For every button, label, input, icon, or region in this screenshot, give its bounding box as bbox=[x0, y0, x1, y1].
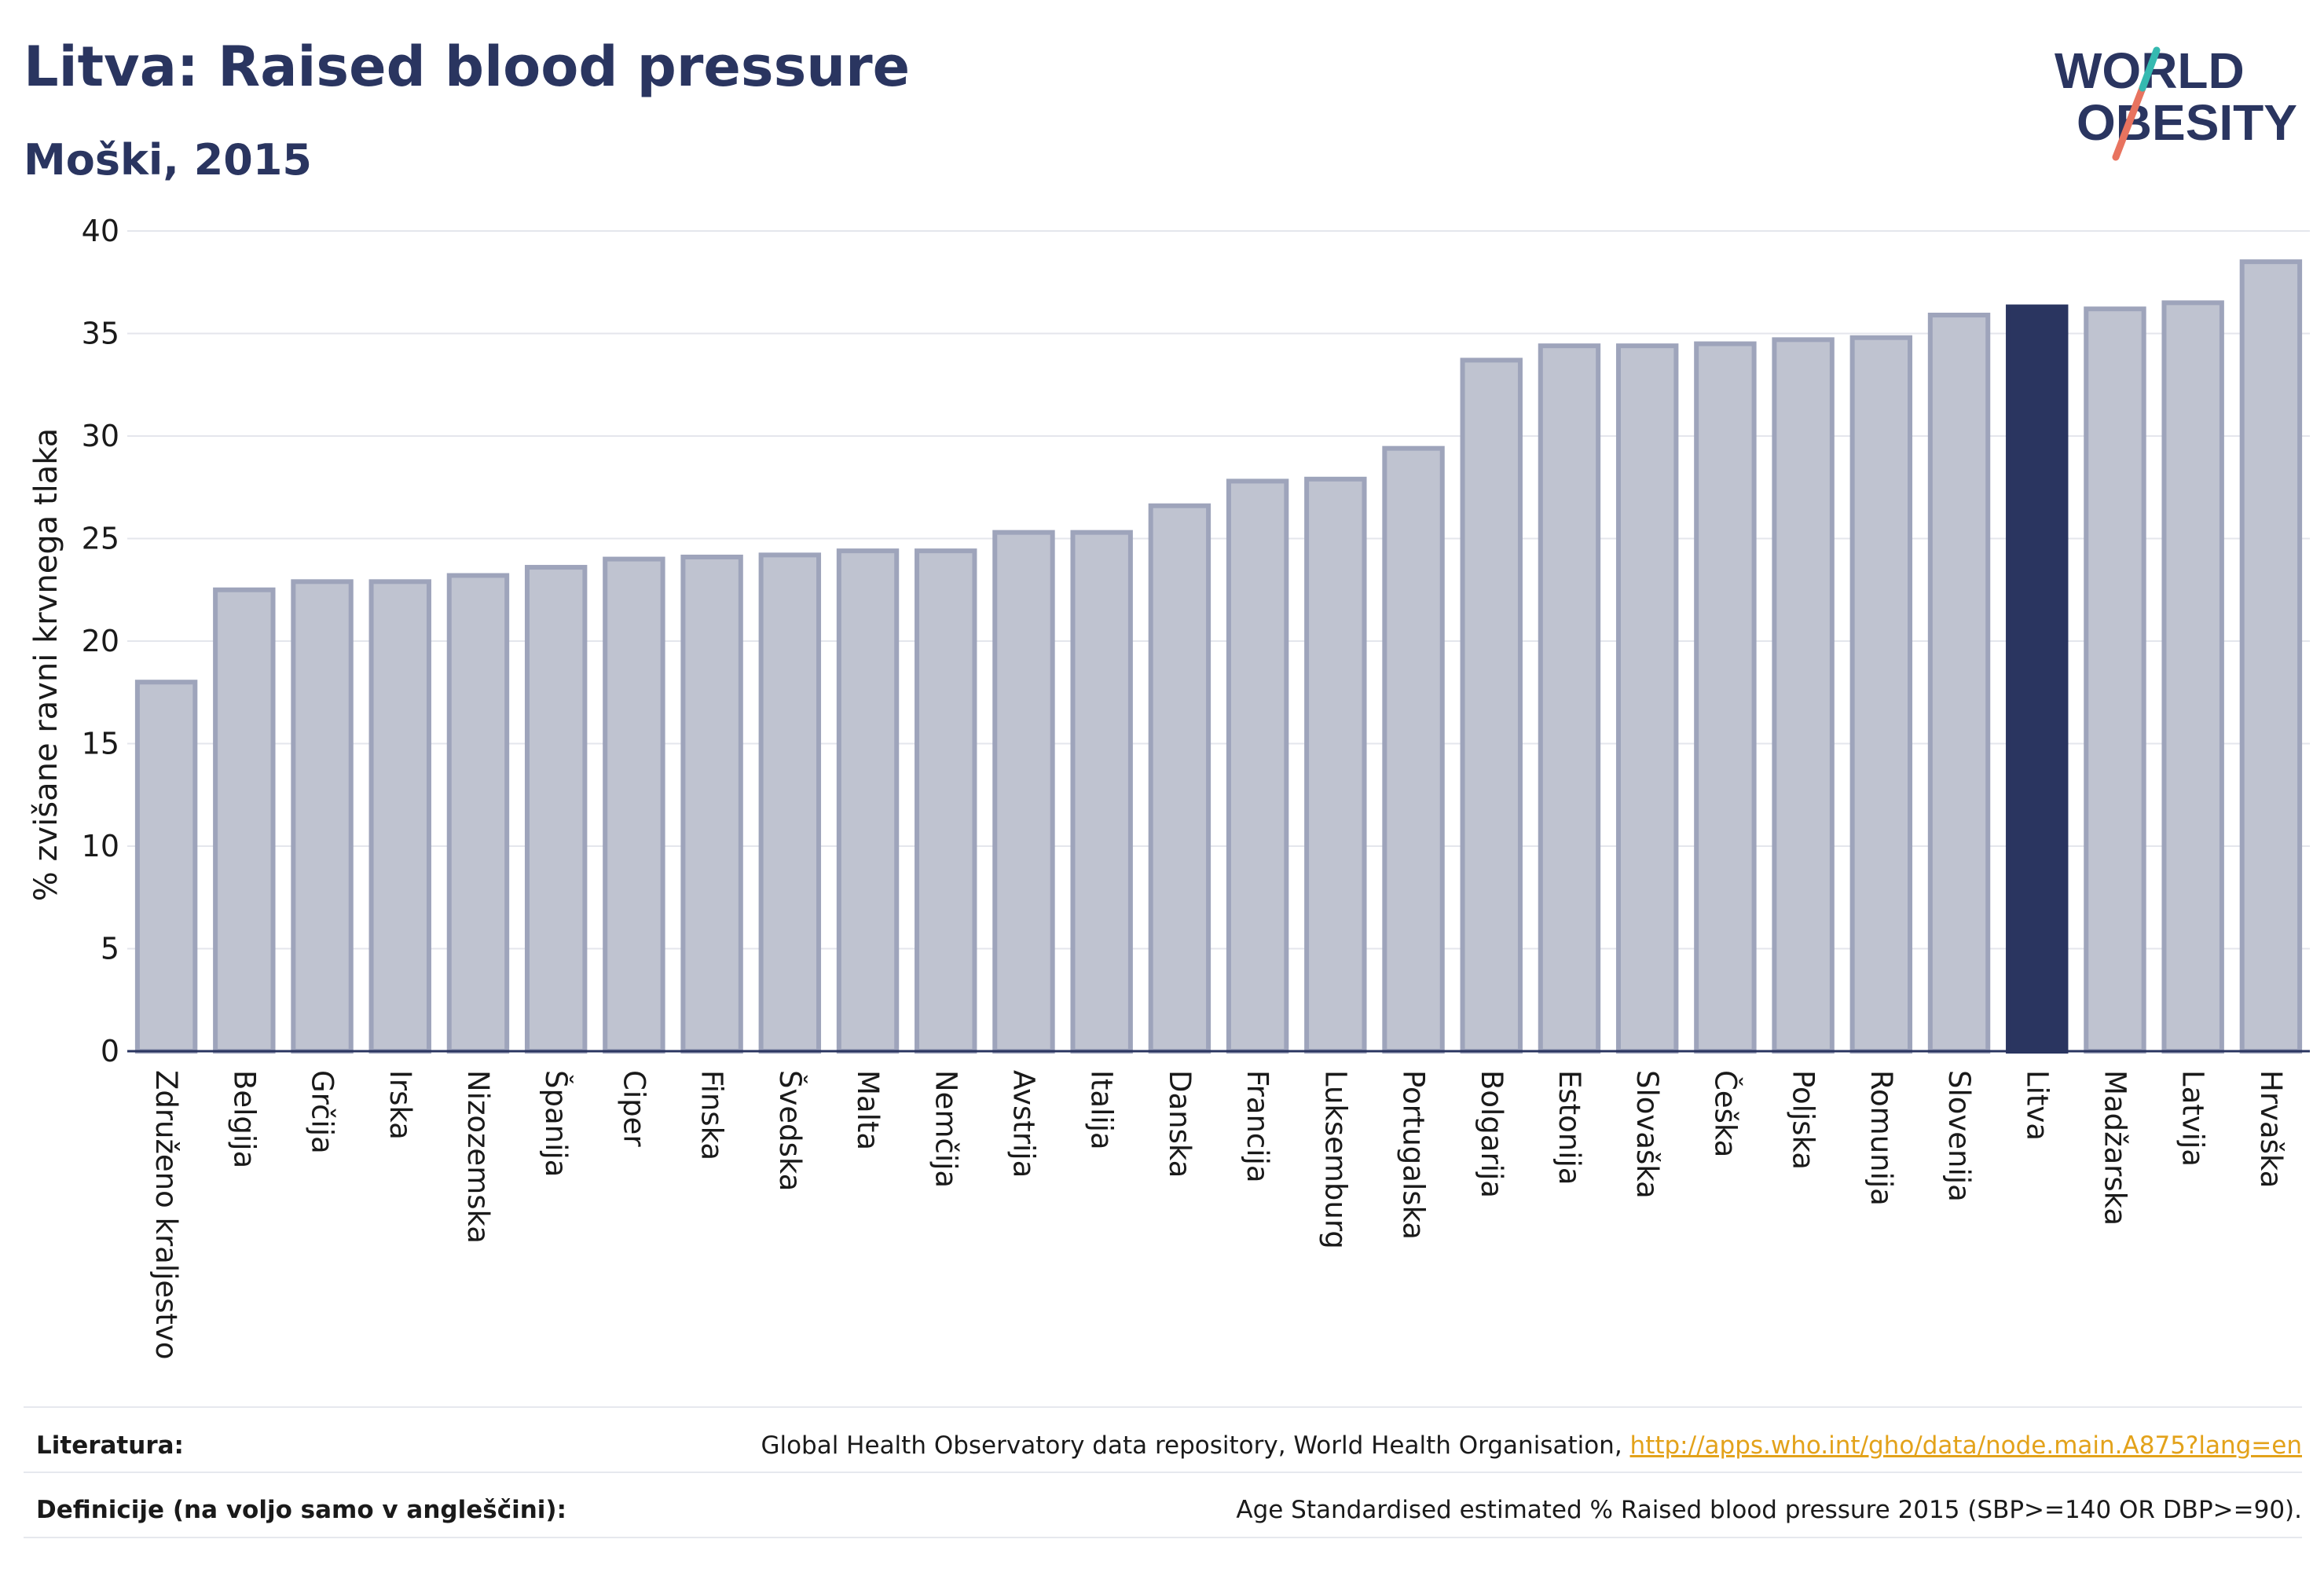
x-tick-label: Portugalska bbox=[1397, 1070, 1431, 1240]
footer-definition-row: Definicije (na voljo samo v angleščini):… bbox=[24, 1496, 2302, 1527]
x-tick-label: Italija bbox=[1085, 1070, 1119, 1150]
bar bbox=[2084, 306, 2146, 1054]
bar bbox=[291, 579, 354, 1054]
bar bbox=[992, 530, 1055, 1054]
x-tick-label: Estonija bbox=[1552, 1070, 1586, 1185]
footer-sources-row: Literatura: Global Health Observatory da… bbox=[24, 1431, 2302, 1463]
x-tick-label: Malta bbox=[851, 1070, 885, 1150]
x-tick-label: Bolgarija bbox=[1475, 1070, 1508, 1198]
chart-subtitle: Moški, 2015 bbox=[24, 135, 313, 185]
bar bbox=[1304, 476, 1367, 1054]
footer-divider-top bbox=[24, 1406, 2302, 1408]
bar bbox=[1694, 341, 1757, 1054]
bar bbox=[2006, 304, 2069, 1054]
y-tick-label: 5 bbox=[101, 932, 119, 966]
x-tick-label: Avstrija bbox=[1006, 1070, 1040, 1178]
x-tick-label: Irska bbox=[383, 1070, 417, 1140]
x-tick-label: Španija bbox=[539, 1070, 574, 1177]
logo-slash-coral bbox=[2112, 84, 2146, 161]
bar bbox=[836, 548, 900, 1054]
x-tick-label: Švedska bbox=[773, 1070, 808, 1191]
bar bbox=[2161, 300, 2224, 1054]
chart-title: Litva: Raised blood pressure bbox=[24, 35, 911, 99]
x-tick-label: Litva bbox=[2020, 1070, 2054, 1141]
x-tick-label: Luksemburg bbox=[1318, 1070, 1352, 1249]
bar bbox=[758, 552, 822, 1054]
sources-value: Global Health Observatory data repositor… bbox=[761, 1431, 2302, 1460]
bar bbox=[1382, 445, 1445, 1054]
y-tick-label: 20 bbox=[82, 624, 119, 658]
y-tick-label: 35 bbox=[82, 317, 119, 351]
x-axis-ticks: Združeno kraljestvo Belgija Grčija Irska Niz… bbox=[149, 1070, 2288, 1359]
x-tick-label: Danska bbox=[1163, 1070, 1197, 1178]
x-tick-label: Nizozemska bbox=[461, 1070, 495, 1244]
x-tick-label: Slovaška bbox=[1630, 1070, 1664, 1199]
x-tick-label: Slovenija bbox=[1942, 1070, 1976, 1202]
sources-label: Literatura: bbox=[36, 1431, 184, 1460]
logo-line2: OBESITY bbox=[2077, 94, 2297, 151]
definition-label: Definicije (na voljo samo v angleščini): bbox=[36, 1496, 566, 1524]
bar bbox=[680, 554, 743, 1054]
bar bbox=[213, 587, 276, 1054]
logo-slash-teal bbox=[2139, 46, 2161, 92]
world-obesity-logo: WORLD OBESITY bbox=[2055, 42, 2297, 161]
bar bbox=[603, 556, 665, 1054]
footer-divider-middle bbox=[24, 1472, 2302, 1473]
x-tick-label: Združeno kraljestvo bbox=[149, 1070, 183, 1359]
x-tick-label: Hrvaška bbox=[2254, 1070, 2288, 1188]
x-tick-label: Češka bbox=[1708, 1070, 1743, 1157]
bar bbox=[1070, 530, 1133, 1054]
x-tick-label: Belgija bbox=[227, 1070, 261, 1168]
y-tick-label: 0 bbox=[101, 1034, 119, 1068]
x-tick-label: Latvija bbox=[2176, 1070, 2210, 1167]
bar bbox=[1615, 343, 1679, 1054]
bar bbox=[524, 565, 588, 1054]
x-tick-label: Madžarska bbox=[2098, 1070, 2132, 1226]
bars bbox=[134, 259, 2303, 1054]
bar bbox=[368, 579, 431, 1054]
x-tick-label: Finska bbox=[695, 1070, 729, 1160]
bar bbox=[1849, 335, 1913, 1054]
x-tick-label: Romunija bbox=[1864, 1070, 1898, 1206]
bar bbox=[134, 680, 198, 1054]
y-axis-label: % zvišane ravni krvnega tlaka bbox=[28, 428, 64, 901]
y-tick-label: 10 bbox=[82, 829, 119, 863]
x-tick-label: Nemčija bbox=[929, 1070, 962, 1188]
bar bbox=[2239, 259, 2303, 1054]
bar bbox=[1927, 313, 1991, 1054]
bar bbox=[1460, 357, 1523, 1054]
y-axis-ticks: 0 5 10 15 20 25 30 35 40 bbox=[82, 214, 119, 1068]
bar bbox=[1538, 343, 1601, 1054]
bar bbox=[1148, 503, 1211, 1054]
y-tick-label: 40 bbox=[82, 214, 119, 248]
definition-text: Age Standardised estimated % Raised bloo… bbox=[1236, 1496, 2302, 1524]
x-tick-label: Ciper bbox=[617, 1070, 651, 1147]
bar bbox=[1226, 478, 1289, 1054]
sources-link[interactable]: http://apps.who.int/gho/data/node.main.A… bbox=[1629, 1431, 2302, 1460]
x-tick-label: Grčija bbox=[306, 1070, 339, 1154]
x-tick-label: Francija bbox=[1241, 1070, 1274, 1183]
y-tick-label: 25 bbox=[82, 522, 119, 556]
bar bbox=[446, 573, 510, 1054]
footer-divider-bottom bbox=[24, 1537, 2302, 1538]
bar-chart: 0 5 10 15 20 25 30 35 40 Združeno kraljestvo Belg… bbox=[28, 214, 2310, 1359]
x-tick-label: Poljska bbox=[1787, 1070, 1820, 1170]
y-tick-label: 30 bbox=[82, 419, 119, 453]
y-tick-label: 15 bbox=[82, 727, 119, 761]
bar bbox=[1772, 337, 1835, 1054]
bar bbox=[915, 548, 977, 1054]
sources-text: Global Health Observatory data repositor… bbox=[761, 1431, 1622, 1460]
